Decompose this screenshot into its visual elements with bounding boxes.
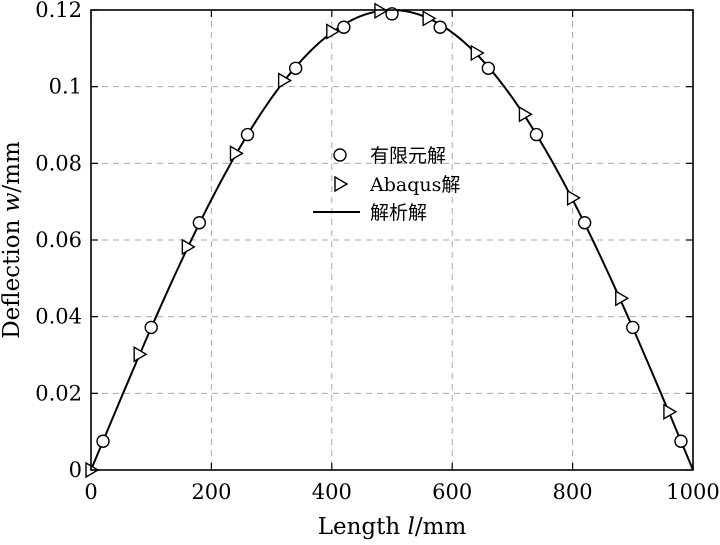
legend: 有限元解 Abaqus解 解析解 [313,145,460,224]
fem-point [96,434,110,448]
x-tick-label: 200 [191,480,231,504]
abaqus-point [326,23,341,40]
legend-label-fem: 有限元解 [370,145,446,167]
y-tick-label: 0.1 [49,75,82,99]
x-tick-label: 400 [312,480,352,504]
x-tick-label: 800 [553,480,593,504]
fem-point [433,20,447,34]
x-tick-label: 600 [432,480,472,504]
y-tick-label: 0.06 [35,228,82,252]
abaqus-point [663,403,678,420]
abaqus-point [277,72,293,89]
fem-point [337,20,351,34]
abaqus-point [133,346,148,363]
abaqus-point [229,145,244,162]
x-tick-label: 0 [84,480,97,504]
abaqus-point [518,106,533,123]
fem-point [481,61,496,75]
legend-marker-abaqus [334,175,349,193]
x-tick-label: 1000 [666,480,719,504]
y-axis-label: Deflection w/mm [0,141,25,339]
abaqus-point [470,44,485,62]
marker-layer [85,2,688,479]
y-tick-label: 0.02 [35,381,82,405]
abaqus-point [615,290,630,307]
grid [91,10,693,470]
fem-point [144,320,158,335]
abaqus-point [422,10,437,27]
abaqus-point [566,189,581,207]
fem-point [240,127,255,142]
fem-point [288,61,303,75]
fem-point [192,216,207,230]
fem-point [385,7,399,21]
fem-point [529,127,544,142]
abaqus-point [181,238,196,256]
legend-label-analytical: 解析解 [370,202,427,224]
fem-point [674,434,688,448]
x-axis-label: Length l/mm [318,514,467,540]
legend-label-abaqus: Abaqus解 [369,174,460,196]
y-tick-label: 0.12 [35,0,82,22]
fem-point [626,320,640,335]
legend-marker-fem [333,148,347,162]
y-tick-label: 0.04 [35,305,82,329]
y-tick-label: 0 [69,458,82,482]
fem-point [577,216,592,230]
y-tick-label: 0.08 [35,151,82,175]
ticks: 0 200 400 600 800 1000 0 0.02 0.04 0.06 0.08 0.1 0.1… [35,0,719,504]
